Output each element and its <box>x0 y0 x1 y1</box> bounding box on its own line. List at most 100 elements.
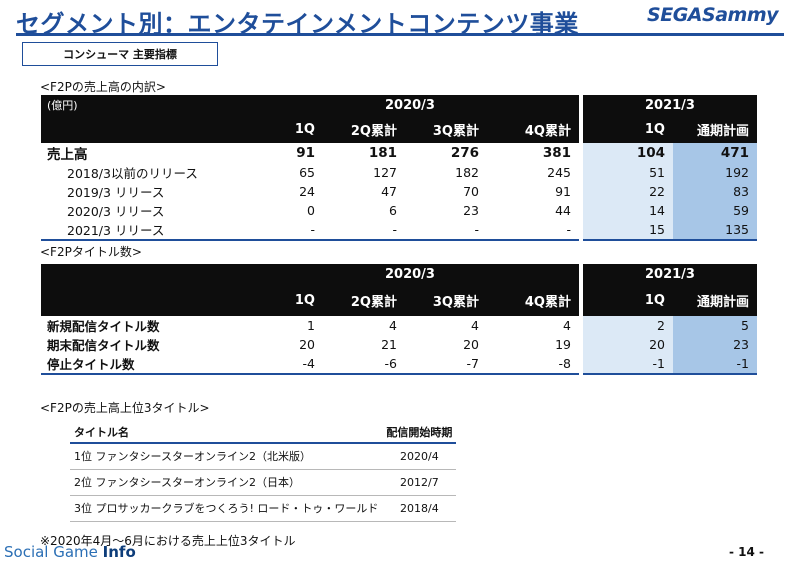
row-label: 2020/3 リリース <box>67 204 165 219</box>
watermark-text: Social Game <box>4 543 103 561</box>
table-cell: 127 <box>373 165 397 180</box>
table-row: 3位 プロサッカークラブをつくろう! ロード・トゥ・ワールド 2018/4 <box>70 495 457 522</box>
column-header: 4Q累計 <box>487 115 581 143</box>
table-cell: 21 <box>381 337 397 352</box>
table-row: 1位 ファンタシースターオンライン2（北米版） 2020/4 <box>70 443 457 470</box>
top3-title: 3位 プロサッカークラブをつくろう! ロード・トゥ・ワールド <box>70 495 383 522</box>
table-cell: 4 <box>389 318 397 333</box>
table-cell: 104 <box>579 143 673 163</box>
table-row: 2019/3 リリース 24 47 70 91 22 83 <box>41 182 757 201</box>
table-cell: 59 <box>673 201 757 220</box>
top3-heading: <F2Pの売上高上位3タイトル> <box>40 401 210 415</box>
table-cell: 2 <box>579 316 673 335</box>
table-cell: 20 <box>463 337 479 352</box>
table-cell: 0 <box>307 203 315 218</box>
table-cell: -7 <box>405 354 487 375</box>
column-header: 4Q累計 <box>487 284 581 316</box>
table-row: 新規配信タイトル数 1 4 4 4 2 5 <box>41 316 757 335</box>
table-row: 2020/3 リリース 0 6 23 44 14 59 <box>41 201 757 220</box>
table-cell: 65 <box>299 165 315 180</box>
top3-date: 2020/4 <box>382 443 457 470</box>
table-cell: 91 <box>555 184 571 199</box>
year-header: 2020/3 <box>241 264 581 284</box>
year-header: 2021/3 <box>579 264 757 284</box>
table-cell: 14 <box>579 201 673 220</box>
table-cell: 381 <box>542 145 571 161</box>
table-cell: -6 <box>323 354 405 375</box>
titles-header-quarters: 1Q 2Q累計 3Q累計 4Q累計 1Q 通期計画 <box>41 284 757 316</box>
table-cell: 192 <box>673 163 757 182</box>
table-cell: 20 <box>579 335 673 354</box>
top3-title: 2位 ファンタシースターオンライン2（日本） <box>70 469 383 496</box>
top3-date: 2018/4 <box>382 495 457 522</box>
table-cell: -1 <box>579 354 673 375</box>
table-cell: 83 <box>673 182 757 201</box>
row-label: 2018/3以前のリリース <box>67 166 198 181</box>
table-cell: 51 <box>579 163 673 182</box>
table-row: 2021/3 リリース - - - - 15 135 <box>41 220 757 241</box>
table-cell: 47 <box>381 184 397 199</box>
column-header: 3Q累計 <box>405 115 487 143</box>
watermark-bold-text: Info <box>102 543 136 561</box>
column-header: 3Q累計 <box>405 284 487 316</box>
titles-table: 2020/3 2021/3 1Q 2Q累計 3Q累計 4Q累計 1Q 通期計画 … <box>41 264 757 375</box>
unit-label: (億円) <box>47 99 78 112</box>
table-cell: -1 <box>673 354 757 375</box>
sales-heading: <F2Pの売上高の内訳> <box>40 80 166 94</box>
table-cell: 15 <box>579 220 673 241</box>
row-label: 新規配信タイトル数 <box>47 319 160 334</box>
table-cell: - <box>405 220 487 241</box>
table-cell: 44 <box>555 203 571 218</box>
table-cell: 22 <box>579 182 673 201</box>
table-cell: 19 <box>555 337 571 352</box>
table-cell: 23 <box>463 203 479 218</box>
column-header: 1Q <box>241 284 323 316</box>
column-header: 1Q <box>579 115 673 143</box>
year-header: 2021/3 <box>579 95 757 115</box>
column-header: 2Q累計 <box>323 115 405 143</box>
top3-table: タイトル名 配信開始時期 1位 ファンタシースターオンライン2（北米版） 202… <box>70 421 457 522</box>
table-cell: 70 <box>463 184 479 199</box>
table-cell: 276 <box>450 145 479 161</box>
year-header: 2020/3 <box>241 95 581 115</box>
top3-date: 2012/7 <box>382 469 457 496</box>
table-cell: 245 <box>547 165 571 180</box>
sales-table: (億円) 2020/3 2021/3 1Q 2Q累計 3Q累計 4Q累計 1Q … <box>41 95 757 241</box>
table-row: 2位 ファンタシースターオンライン2（日本） 2012/7 <box>70 469 457 496</box>
table-row: 停止タイトル数 -4 -6 -7 -8 -1 -1 <box>41 354 757 375</box>
column-header: 1Q <box>579 284 673 316</box>
table-row: 売上高 91 181 276 381 104 471 <box>41 143 757 163</box>
table-cell: -4 <box>241 354 323 375</box>
table-row: 期末配信タイトル数 20 21 20 19 20 23 <box>41 335 757 354</box>
titles-heading: <F2Pタイトル数> <box>40 245 142 259</box>
top3-title: 1位 ファンタシースターオンライン2（北米版） <box>70 443 383 470</box>
row-label: 売上高 <box>47 147 88 163</box>
row-label: 2019/3 リリース <box>67 185 165 200</box>
table-cell: 23 <box>673 335 757 354</box>
table-cell: - <box>241 220 323 241</box>
section-label: コンシューマ 主要指標 <box>22 42 218 66</box>
table-cell: 181 <box>368 145 397 161</box>
table-cell: 182 <box>455 165 479 180</box>
table-row: 2018/3以前のリリース 65 127 182 245 51 192 <box>41 163 757 182</box>
row-label: 停止タイトル数 <box>41 354 241 375</box>
title-divider <box>16 33 784 36</box>
table-cell: 4 <box>563 318 571 333</box>
table-cell: 6 <box>389 203 397 218</box>
table-cell: 5 <box>673 316 757 335</box>
column-header: 2Q累計 <box>323 284 405 316</box>
sales-header-years: (億円) 2020/3 2021/3 <box>41 95 757 115</box>
column-header: 通期計画 <box>673 284 757 316</box>
table-cell: 471 <box>673 143 757 163</box>
table-cell: 135 <box>673 220 757 241</box>
column-header: 配信開始時期 <box>382 421 457 444</box>
table-cell: 91 <box>296 145 315 161</box>
table-cell: 1 <box>307 318 315 333</box>
table-cell: - <box>323 220 405 241</box>
row-label: 期末配信タイトル数 <box>47 338 160 353</box>
table-cell: -8 <box>487 354 581 375</box>
column-header: 通期計画 <box>673 115 757 143</box>
footnote: ※2020年4月～6月における売上上位3タイトル <box>40 534 296 548</box>
page-number: - 14 - <box>728 545 764 559</box>
company-logo: SEGASammy <box>647 4 778 26</box>
